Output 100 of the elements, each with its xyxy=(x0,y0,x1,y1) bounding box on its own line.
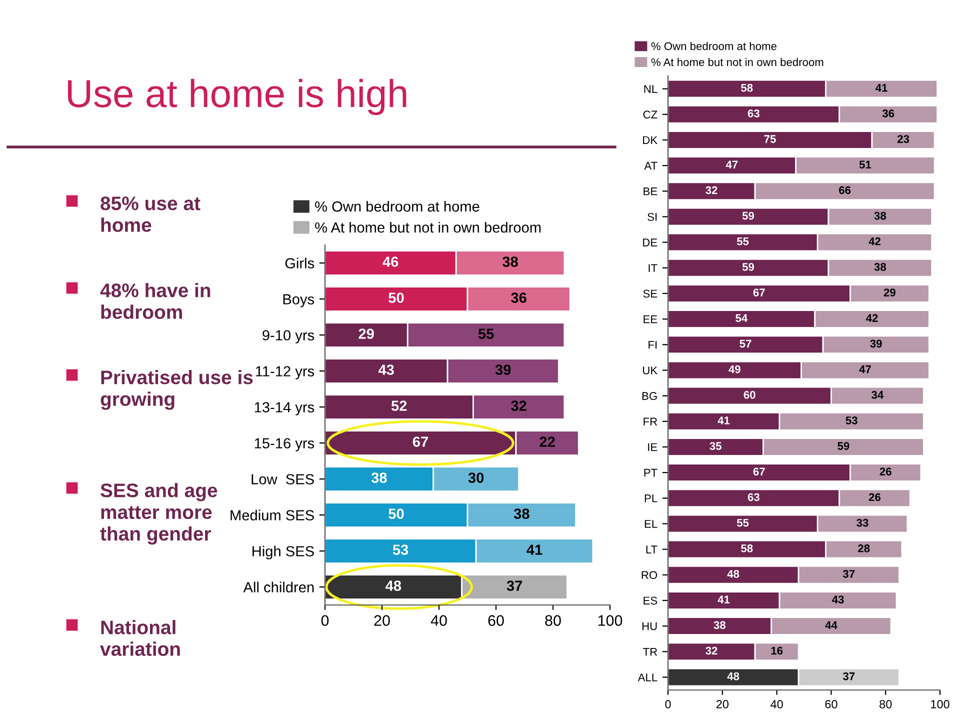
y-tick-label: NL xyxy=(644,85,658,93)
y-tick-label: UK xyxy=(643,366,658,374)
x-tick-label: 100 xyxy=(931,700,950,708)
y-tick-label: FI xyxy=(648,341,657,349)
data-label: 55 xyxy=(736,518,749,527)
data-label: 30 xyxy=(468,472,484,483)
data-label: 16 xyxy=(771,646,783,655)
data-label: 28 xyxy=(858,544,870,552)
data-label: 26 xyxy=(880,468,892,476)
data-label: 34 xyxy=(872,390,884,399)
data-label: 35 xyxy=(710,442,722,450)
y-tick-label: 15-16 yrs xyxy=(254,438,314,452)
y-tick-label: RO xyxy=(642,571,658,580)
data-label: 41 xyxy=(876,84,888,92)
y-tick-label: ALL xyxy=(638,674,658,682)
data-label: 38 xyxy=(874,262,886,271)
x-tick-label: 60 xyxy=(488,615,504,626)
data-label: 47 xyxy=(726,160,738,168)
y-tick-label: HU xyxy=(642,622,657,630)
data-label: 36 xyxy=(511,292,526,303)
data-label: 53 xyxy=(846,416,858,424)
legend-label: % Own bedroom at home xyxy=(315,200,480,212)
data-label: 48 xyxy=(386,580,402,591)
data-label: 59 xyxy=(838,442,850,450)
x-tick-label: 60 xyxy=(825,700,838,708)
data-label: 51 xyxy=(859,160,872,169)
y-tick-label: DE xyxy=(643,238,658,246)
data-label: 37 xyxy=(506,580,522,591)
data-label: 41 xyxy=(718,416,730,424)
data-label: 57 xyxy=(740,340,752,348)
y-tick-label: DK xyxy=(643,136,658,144)
y-tick-label: 11-12 yrs xyxy=(256,366,314,380)
data-label: 48 xyxy=(727,570,740,578)
data-label: 67 xyxy=(753,468,765,476)
data-label: 55 xyxy=(736,238,749,246)
x-tick-label: 80 xyxy=(880,700,892,708)
data-label: 38 xyxy=(874,212,886,220)
x-tick-label: 20 xyxy=(374,615,390,626)
data-label: 63 xyxy=(748,109,760,118)
x-tick-label: 0 xyxy=(665,700,671,708)
x-tick-label: 80 xyxy=(545,615,561,626)
data-label: 59 xyxy=(742,262,754,271)
y-tick-label: BG xyxy=(642,392,657,400)
data-label: 36 xyxy=(882,109,894,118)
data-label: 37 xyxy=(842,672,855,680)
data-label: 67 xyxy=(753,288,765,296)
data-label: 49 xyxy=(728,365,740,374)
legend-label: % At home but not in own bedroom xyxy=(651,58,824,66)
data-label: 67 xyxy=(412,436,428,447)
data-label: 32 xyxy=(706,186,718,194)
data-label: 46 xyxy=(382,256,398,267)
x-tick-label: 100 xyxy=(598,615,622,626)
y-tick-label: All children xyxy=(243,582,314,592)
text: SES and age matter more than gender xyxy=(100,483,218,545)
data-label: 50 xyxy=(388,292,404,303)
y-tick-label: SI xyxy=(648,212,657,221)
data-label: 50 xyxy=(388,508,404,519)
data-label: 59 xyxy=(742,212,754,220)
data-label: 44 xyxy=(825,621,838,629)
x-tick-label: 0 xyxy=(321,615,329,626)
data-label: 52 xyxy=(391,400,407,411)
data-label: 37 xyxy=(842,570,855,578)
data-label: 58 xyxy=(741,84,753,92)
data-label: 22 xyxy=(540,436,555,447)
data-label: 42 xyxy=(868,237,880,246)
text: 48% have in bedroom xyxy=(100,283,210,319)
x-tick-label: 40 xyxy=(770,700,783,708)
y-tick-label: 9-10 yrs xyxy=(262,330,314,344)
data-label: 41 xyxy=(718,596,730,604)
y-tick-label: Medium SES xyxy=(230,510,314,520)
y-tick-label: IT xyxy=(648,264,658,272)
data-label: 42 xyxy=(866,314,878,322)
data-label: 38 xyxy=(514,508,530,519)
data-label: 23 xyxy=(897,135,910,143)
data-label: 63 xyxy=(748,493,760,502)
legend-label: % Own bedroom at home xyxy=(651,42,776,50)
data-label: 32 xyxy=(511,400,526,411)
legend-label: % At home but not in own bedroom xyxy=(315,222,541,233)
data-label: 66 xyxy=(839,186,851,194)
data-label: 43 xyxy=(832,596,844,604)
y-tick-label: CZ xyxy=(643,110,658,119)
data-label: 41 xyxy=(526,544,542,555)
y-tick-label: Low SES xyxy=(252,474,314,484)
y-tick-label: BE xyxy=(644,188,658,196)
data-label: 39 xyxy=(495,364,511,375)
data-label: 39 xyxy=(870,340,882,348)
y-tick-label: IE xyxy=(648,443,658,451)
y-tick-label: Girls xyxy=(285,258,314,268)
data-label: 48 xyxy=(727,672,740,680)
data-label: 47 xyxy=(859,365,871,374)
y-tick-label: Boys xyxy=(283,294,314,308)
y-tick-label: SE xyxy=(643,290,658,298)
data-label: 38 xyxy=(714,621,726,630)
y-tick-label: EE xyxy=(644,315,658,324)
x-tick-label: 40 xyxy=(430,615,447,626)
y-tick-label: PT xyxy=(644,468,658,477)
x-tick-label: 20 xyxy=(716,700,729,708)
text: National variation xyxy=(100,620,180,656)
y-tick-label: PL xyxy=(644,494,658,502)
data-label: 38 xyxy=(502,256,518,267)
